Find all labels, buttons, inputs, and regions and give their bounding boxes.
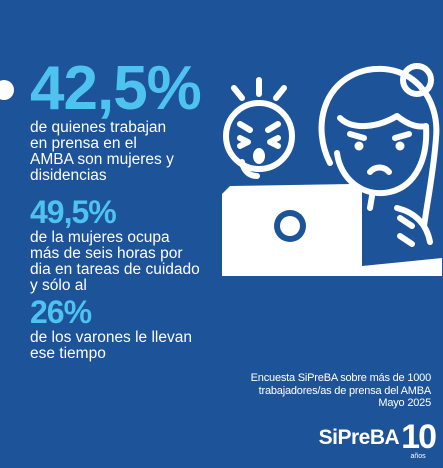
source-line: trabajadores/as de prensa del AMBA xyxy=(258,384,432,397)
stat-line: AMBA son mujeres y xyxy=(30,151,174,168)
crying-baby-icon xyxy=(223,77,295,179)
stat-men-care-hours: 26% de los varones le llevan ese tiempo xyxy=(30,296,230,362)
source-line: Mayo 2025 xyxy=(378,397,431,409)
brand-anniversary-label: años xyxy=(410,453,426,460)
stat-line: y sólo al xyxy=(30,277,87,294)
brand-logo: SiPreBA 10 años xyxy=(318,418,437,460)
brand-anniversary-number: 10 xyxy=(401,418,437,456)
source-line: Encuesta SiPreBA sobre más de 1000 xyxy=(250,372,432,384)
stat-line: disidencias xyxy=(30,167,107,184)
brand-name: SiPreBA xyxy=(318,426,400,449)
stat-line: ese tiempo xyxy=(30,345,106,362)
stat-value: 42,5% xyxy=(30,54,202,123)
bullet-dot xyxy=(0,80,14,100)
stat-women-care-hours: 49,5% de la mujeres ocupa más de seis ho… xyxy=(30,196,245,294)
stat-line: de quienes trabajan xyxy=(30,119,167,136)
laptop-icon xyxy=(222,184,442,276)
stat-description: de los varones le llevan ese tiempo xyxy=(30,330,230,362)
stat-value: 26% xyxy=(30,294,92,330)
brand-anniversary: 10 años xyxy=(401,418,437,460)
stat-description: de quienes trabajan en prensa en el AMBA… xyxy=(30,120,230,184)
stat-line: de la mujeres ocupa xyxy=(30,229,170,246)
stat-value: 49,5% xyxy=(30,194,117,230)
stat-line: más de seis horas por xyxy=(30,245,183,262)
stat-line: dia en tareas de cuidado xyxy=(30,261,200,278)
stat-description: de la mujeres ocupa más de seis horas po… xyxy=(30,230,245,294)
stat-line: de los varones le llevan xyxy=(30,329,192,346)
illustration xyxy=(222,63,442,276)
stat-line: en prensa en el xyxy=(30,135,137,152)
source-note: Encuesta SiPreBA sobre más de 1000 traba… xyxy=(250,372,432,410)
stat-women-dissidences: 42,5% de quienes trabajan en prensa en e… xyxy=(30,58,230,184)
